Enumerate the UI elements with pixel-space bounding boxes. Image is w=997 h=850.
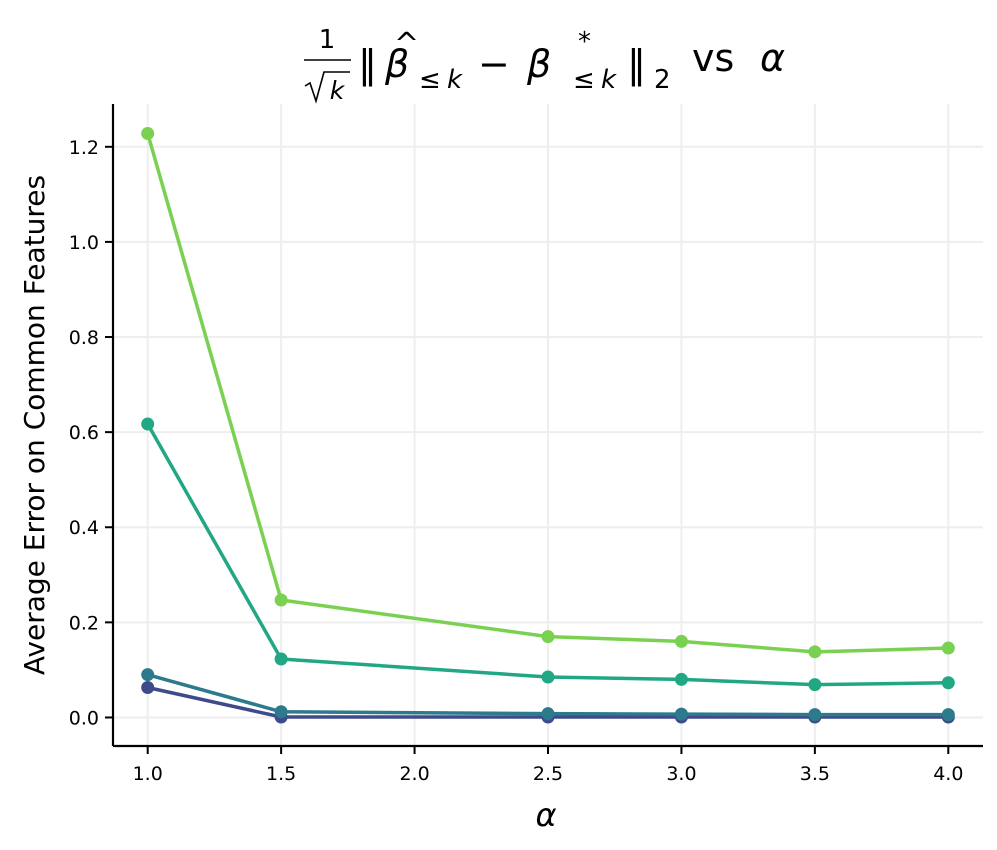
series-3-point bbox=[808, 678, 822, 692]
x-tick-label: 4.0 bbox=[933, 763, 963, 785]
series-2-point bbox=[808, 708, 822, 722]
series-2-point bbox=[674, 707, 688, 721]
series-line-1 bbox=[147, 685, 949, 719]
y-tick-label: 0.2 bbox=[69, 612, 99, 634]
series-3-point bbox=[141, 417, 155, 431]
series-4-point bbox=[541, 630, 555, 644]
title-frac-numerator: 1 bbox=[319, 25, 336, 55]
series-line-3 bbox=[146, 423, 949, 687]
series-3-point bbox=[274, 652, 288, 666]
title-frac-denominator: k bbox=[330, 76, 346, 105]
series-layer bbox=[141, 126, 955, 724]
title-minus: − bbox=[478, 42, 510, 86]
y-tick-label: 0.6 bbox=[69, 422, 99, 444]
title-alpha: α bbox=[760, 36, 785, 80]
title-sub-k-1: k bbox=[447, 65, 463, 95]
title-sub-le-2: ≤ bbox=[573, 65, 595, 95]
x-tick-label: 1.0 bbox=[133, 763, 163, 785]
series-3-point bbox=[674, 672, 688, 686]
title-vs: vs bbox=[692, 36, 734, 80]
series-line-4 bbox=[146, 133, 949, 654]
series-2-point bbox=[141, 668, 155, 682]
series-1-point bbox=[141, 681, 155, 695]
series-2-point bbox=[541, 707, 555, 721]
title-norm-sub: 2 bbox=[654, 65, 671, 95]
title-sub-le-1: ≤ bbox=[419, 65, 441, 95]
y-tick-label: 0.4 bbox=[69, 517, 99, 539]
series-4-point bbox=[141, 126, 155, 140]
x-tick-label: 3.5 bbox=[800, 763, 830, 785]
y-tick-label: 0.8 bbox=[69, 327, 99, 349]
y-tick-label: 1.0 bbox=[69, 232, 99, 254]
title-norm-left: ‖ bbox=[358, 42, 377, 87]
series-3-point bbox=[941, 676, 955, 690]
x-axis-label: α bbox=[535, 796, 556, 834]
series-4-point bbox=[941, 641, 955, 655]
title-sqrt-sign bbox=[304, 71, 350, 104]
title-star: * bbox=[578, 27, 591, 57]
x-tick-label: 3.0 bbox=[666, 763, 696, 785]
series-4-point bbox=[274, 593, 288, 607]
series-4-point bbox=[808, 645, 822, 659]
series-2-point bbox=[941, 708, 955, 722]
x-tick-label: 2.5 bbox=[533, 763, 563, 785]
y-tick-label: 0.0 bbox=[69, 707, 99, 729]
series-2-point bbox=[274, 705, 288, 719]
title-hat-accent: ^ bbox=[394, 27, 419, 62]
y-axis-label: Average Error on Common Features bbox=[18, 175, 51, 675]
x-tick-label: 1.5 bbox=[266, 763, 296, 785]
series-4-point bbox=[674, 634, 688, 648]
series-3-point bbox=[541, 670, 555, 684]
axes: 1.0 1.5 2.0 2.5 3.0 3.5 4.0 0.0 0.2 0.4 0.6 0.8 1.0 1… bbox=[69, 104, 983, 785]
x-tick-label: 2.0 bbox=[399, 763, 429, 785]
series-line-2 bbox=[147, 672, 949, 717]
chart-title: 1 k ‖ β ^ ≤ k − β * ≤ k ‖ 2 vs α bbox=[304, 25, 785, 105]
title-beta-star: β bbox=[526, 42, 551, 86]
y-tick-label: 1.2 bbox=[69, 137, 99, 159]
title-beta-hat: β bbox=[384, 42, 409, 86]
title-sub-k-2: k bbox=[601, 65, 617, 95]
title-norm-right: ‖ bbox=[627, 42, 646, 87]
